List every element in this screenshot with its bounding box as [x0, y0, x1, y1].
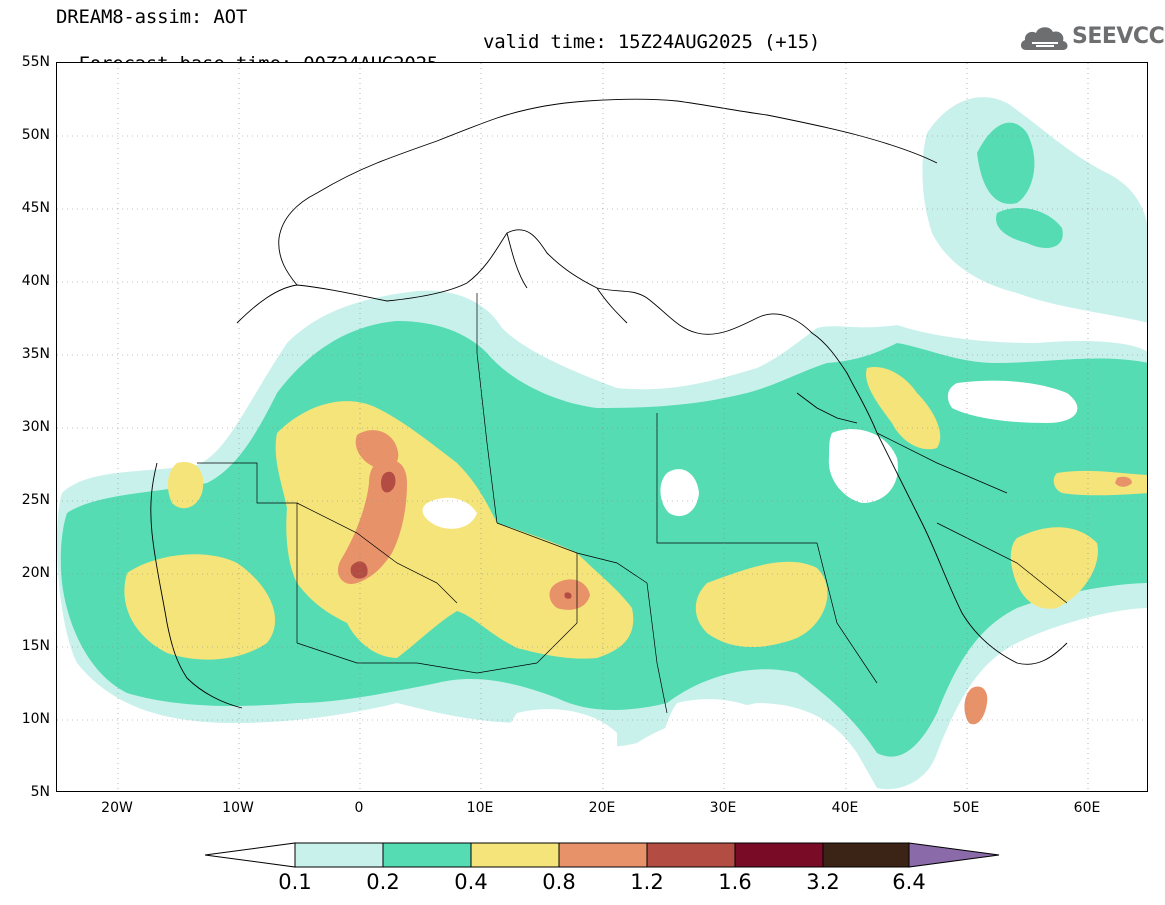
colorbar-bin-0-1: [294, 842, 384, 868]
colorbar-label: 1.2: [630, 870, 664, 894]
lon-label-50e: 50E: [952, 800, 980, 816]
colorbar-bin-3-2: [822, 842, 910, 868]
country-borders: [197, 293, 1068, 714]
lat-label-55n: 55N: [21, 54, 50, 70]
lon-label-20e: 20E: [588, 800, 616, 816]
lat-label-40n: 40N: [21, 273, 50, 289]
aot-map-canvas: [57, 63, 1147, 791]
map-gridlines: [57, 63, 1147, 791]
lat-label-30n: 30N: [21, 419, 50, 435]
colorbar-bin-0-2: [382, 842, 472, 868]
coastlines: [150, 98, 1068, 709]
colorbar-bin-0-8: [558, 842, 648, 868]
colorbar-over-arrow: [908, 842, 1000, 868]
lon-label-40e: 40E: [831, 800, 859, 816]
colorbar-bin-0-4: [470, 842, 560, 868]
colorbar-label: 0.4: [454, 870, 488, 894]
valid-time: valid time: 15Z24AUG2025 (+15): [483, 31, 821, 53]
colorbar: [205, 842, 1000, 868]
colorbar-label: 1.6: [718, 870, 752, 894]
aot-level-0-8: [337, 430, 1132, 725]
aot-map: [56, 62, 1148, 792]
colorbar-bin-1-2: [646, 842, 736, 868]
lat-label-15n: 15N: [21, 638, 50, 654]
lon-label-0: 0: [354, 800, 364, 816]
lat-label-20n: 20N: [21, 565, 50, 581]
logo-text: SEEVCCC: [1072, 24, 1165, 49]
colorbar-label: 0.1: [278, 870, 312, 894]
lat-label-45n: 45N: [21, 200, 50, 216]
colorbar-label: 0.8: [542, 870, 576, 894]
lat-label-5n: 5N: [30, 784, 50, 800]
lon-label-20w: 20W: [101, 800, 133, 816]
lon-label-10e: 10E: [466, 800, 494, 816]
map-title: DREAM8-assim: AOT: [56, 6, 248, 28]
cloud-logo-icon: [1020, 27, 1068, 50]
lon-label-10w: 10W: [222, 800, 254, 816]
colorbar-bin-1-6: [734, 842, 824, 868]
colorbar-under-arrow: [205, 842, 296, 868]
aot-level-0-4: [124, 367, 1147, 660]
lat-label-35n: 35N: [21, 346, 50, 362]
lat-label-50n: 50N: [21, 127, 50, 143]
lon-label-60e: 60E: [1073, 800, 1101, 816]
aot-level-1-2: [350, 471, 572, 599]
aot-clear-areas: [422, 380, 1078, 791]
lat-label-25n: 25N: [21, 492, 50, 508]
lon-label-30e: 30E: [709, 800, 737, 816]
colorbar-label: 6.4: [892, 870, 926, 894]
colorbar-label: 3.2: [806, 870, 840, 894]
lat-label-10n: 10N: [21, 711, 50, 727]
colorbar-label: 0.2: [366, 870, 400, 894]
seevccc-logo: SEEVCCC: [1018, 20, 1165, 60]
